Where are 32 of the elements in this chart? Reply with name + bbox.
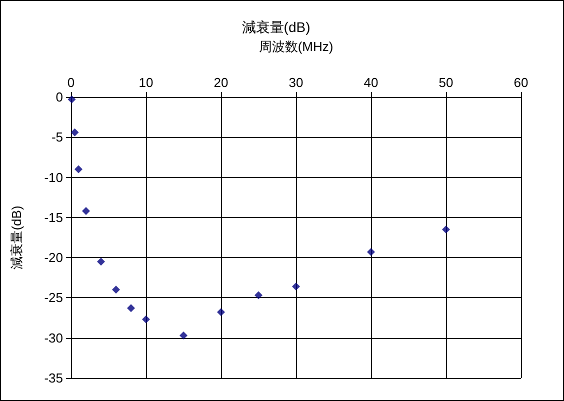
point [254, 291, 262, 300]
x-tick-label: 40 [364, 75, 378, 90]
x-axis-title: 周波数(MHz) [258, 39, 334, 54]
y-tick-label: 0 [56, 90, 63, 104]
y-tick-label: -30 [44, 330, 63, 346]
chart-title: 減衰量(dB) [242, 19, 310, 35]
point [292, 282, 300, 290]
point [70, 128, 79, 136]
point [180, 331, 188, 340]
y-tick-label: -10 [44, 170, 63, 185]
point [367, 248, 375, 256]
point [82, 207, 90, 216]
y-tick-label: -20 [44, 250, 63, 266]
x-tick-label: 50 [438, 75, 454, 90]
point [112, 286, 120, 294]
y-tick-label: -25 [44, 290, 63, 306]
x-tick-label: 10 [138, 75, 154, 90]
point [74, 165, 82, 174]
y-tick-label: -5 [51, 130, 63, 145]
x-tick-label: 30 [288, 75, 304, 90]
x-tick-label: 20 [214, 75, 228, 90]
x-tick-label: 0 [67, 75, 75, 90]
point [442, 225, 450, 234]
point [68, 95, 76, 104]
y-tick-label: -15 [44, 210, 63, 225]
point [127, 304, 135, 312]
point [142, 315, 150, 324]
x-tick-label: 60 [514, 75, 528, 90]
y-tick-label: -35 [44, 370, 63, 386]
point [217, 308, 225, 316]
point [97, 258, 105, 266]
y-axis-title: 減衰量(dB) [9, 206, 24, 270]
